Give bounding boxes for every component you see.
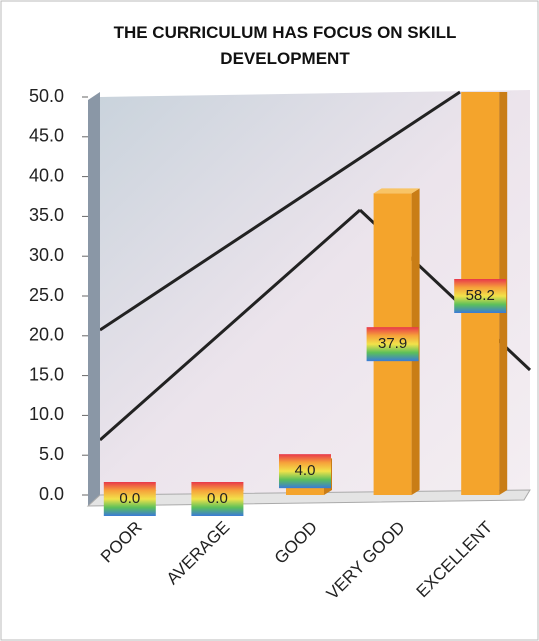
value-label: 0.0 [119, 490, 140, 507]
y-tick-label: 5.0 [39, 444, 64, 464]
bar-top [373, 188, 420, 194]
y-tick-label: 25.0 [29, 285, 64, 305]
bar-group [461, 92, 508, 496]
value-label: 4.0 [295, 462, 316, 479]
value-label-box [366, 327, 419, 362]
decor-line [99, 90, 461, 332]
value-label-box [454, 279, 507, 313]
y-tick-label: 10.0 [29, 404, 64, 424]
chart-title: THE CURRICULUM HAS FOCUS ON SKILL DEVELO… [113, 23, 457, 68]
value-label: 37.9 [378, 335, 407, 352]
value-label-box [191, 482, 244, 516]
y-tick-label: 15.0 [29, 364, 64, 384]
left-wall [88, 92, 100, 506]
value-label-box [103, 482, 156, 516]
y-tick-label: 50.0 [29, 86, 64, 106]
y-tick-label: 40.0 [29, 165, 64, 185]
value-label-box [279, 454, 331, 489]
decor-line [99, 208, 361, 442]
y-tick-label: 0.0 [39, 484, 64, 504]
y-tick-label: 45.0 [29, 126, 64, 146]
bar [461, 92, 500, 496]
y-tick-label: 35.0 [29, 205, 64, 225]
value-label: 58.2 [466, 287, 495, 304]
y-tick-label: 30.0 [29, 245, 64, 265]
y-tick-label: 20.0 [29, 325, 64, 345]
value-label: 0.0 [207, 490, 228, 507]
bar-side [499, 92, 508, 495]
plot-background [100, 90, 530, 495]
